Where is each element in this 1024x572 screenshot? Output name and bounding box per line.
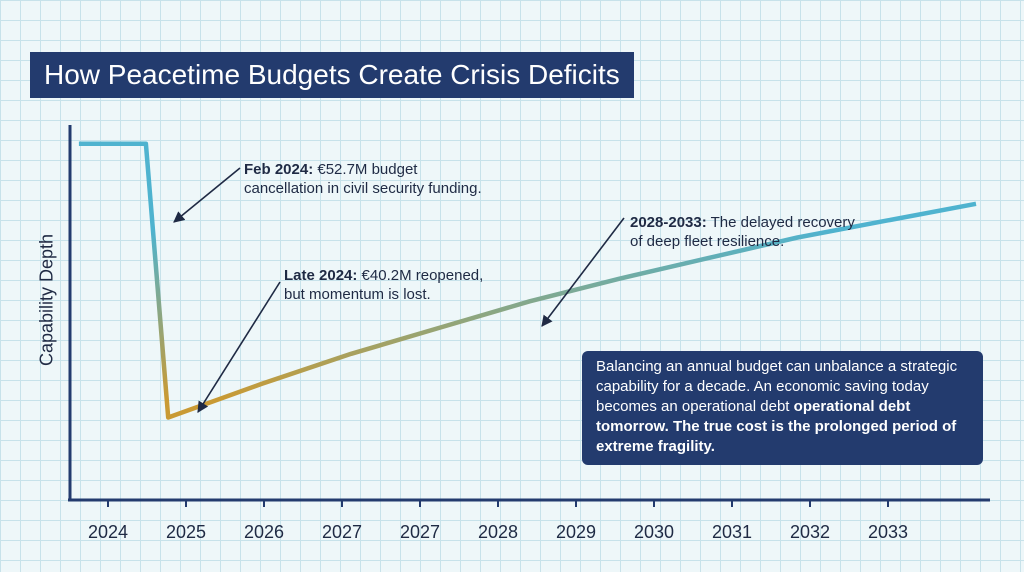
- x-tick-label-3: 2027: [321, 522, 363, 542]
- series-line: [78, 141, 977, 420]
- x-tick-label-6: 2029: [555, 522, 597, 542]
- y-axis-label: Capability Depth: [36, 233, 57, 367]
- x-tick-label-2: 2026: [243, 522, 285, 542]
- callout-strong-text: operational debt tomorrow. The true cost…: [596, 398, 957, 455]
- annotation-arrow-2028-2033: [541, 217, 625, 327]
- x-tick-label-7: 2030: [633, 522, 675, 542]
- annotation-2028-2033: 2028-2033: The delayed recovery of deep …: [630, 213, 855, 251]
- x-tick-label-10: 2033: [867, 522, 909, 542]
- x-tick-label-9: 2032: [789, 522, 831, 542]
- annotation-late-2024-text: €40.2M reopened,: [357, 267, 484, 284]
- x-tick-label-5: 2028: [477, 522, 519, 542]
- x-tick-label-8: 2031: [711, 522, 753, 542]
- annotation-2028-2033-date: 2028-2033:: [630, 214, 707, 231]
- annotation-2028-2033-text2: of deep fleet resilience.: [630, 233, 785, 250]
- chart-title: How Peacetime Budgets Create Crisis Defi…: [30, 52, 634, 98]
- x-tick-label-0: 2024: [87, 522, 129, 542]
- x-tick-label-1: 2025: [165, 522, 207, 542]
- annotation-feb-2024: Feb 2024: €52.7M budget cancellation in …: [244, 160, 482, 198]
- annotation-feb-2024-text2: cancellation in civil security funding.: [244, 180, 482, 197]
- annotation-arrow-late-2024: [197, 281, 281, 413]
- callout-normal-text: Balancing an annual budget can unbalance…: [596, 358, 958, 415]
- annotation-late-2024-text2: but momentum is lost.: [284, 286, 431, 303]
- insight-callout: Balancing an annual budget can unbalance…: [582, 351, 983, 465]
- x-tick-label-4: 2027: [399, 522, 441, 542]
- annotation-2028-2033-text: The delayed recovery: [706, 214, 855, 231]
- annotation-late-2024-date: Late 2024:: [284, 267, 358, 284]
- annotation-late-2024: Late 2024: €40.2M reopened, but momentum…: [284, 266, 483, 304]
- annotation-arrow-feb-2024: [173, 167, 241, 223]
- annotation-feb-2024-date: Feb 2024:: [244, 161, 314, 178]
- annotation-feb-2024-text: €52.7M budget: [313, 161, 418, 178]
